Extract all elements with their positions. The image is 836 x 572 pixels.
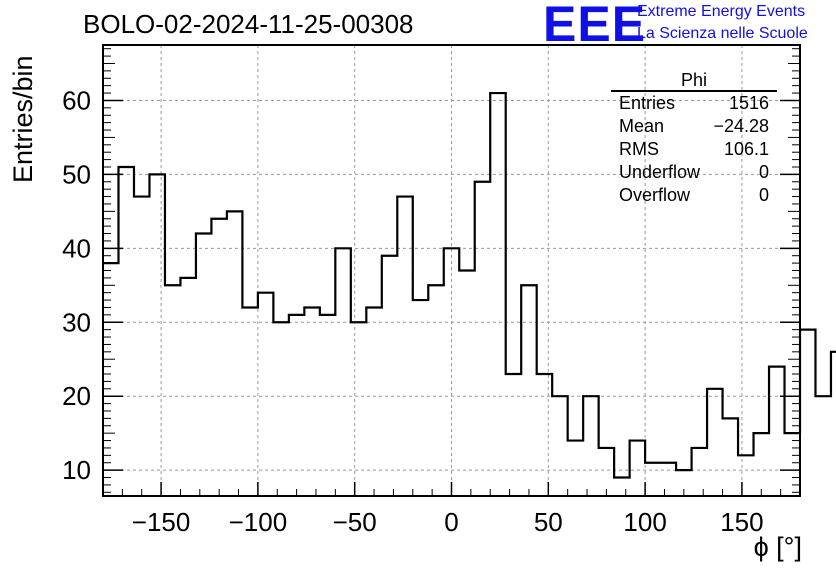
y-tick-label: 50: [62, 159, 91, 189]
x-tick-label: −150: [132, 507, 191, 537]
x-axis-label: ϕ [°]: [753, 532, 802, 562]
stats-value: 0: [758, 185, 769, 205]
stats-title: Phi: [611, 70, 777, 92]
chart-title: BOLO-02-2024-11-25-00308: [83, 9, 414, 39]
stats-box: Phi Entries 1516 Mean −24.28 RMS 106.1 U…: [611, 70, 777, 207]
x-tick-label: 150: [720, 507, 763, 537]
stats-value: −24.28: [713, 116, 769, 136]
stats-row-underflow: Underflow 0: [611, 161, 777, 184]
plot-frame: [102, 44, 801, 497]
stats-row-overflow: Overflow 0: [611, 184, 777, 207]
stats-value: 106.1: [723, 139, 769, 159]
stats-value: 0: [758, 162, 769, 182]
y-axis-ticks: 10 20 30 40 50 60: [62, 48, 800, 493]
logo-line-1: Extreme Energy Events: [637, 3, 806, 20]
y-tick-label: 20: [62, 381, 91, 411]
stats-value: 1516: [728, 93, 769, 113]
logo-line-2: La Scienza nelle Scuole: [637, 25, 808, 42]
y-tick-label: 10: [62, 455, 91, 485]
x-tick-label: −50: [333, 507, 377, 537]
stats-label: Mean: [619, 116, 665, 136]
y-tick-label: 40: [62, 233, 91, 263]
stats-row-entries: Entries 1516: [611, 92, 777, 115]
stats-row-mean: Mean −24.28: [611, 115, 777, 138]
histogram-step-line: [103, 91, 836, 479]
stats-label: Underflow: [619, 162, 701, 182]
stats-row-rms: RMS 106.1: [611, 138, 777, 161]
eee-logo: EEE: [543, 0, 647, 52]
y-tick-label: 30: [62, 307, 91, 337]
y-tick-label: 60: [62, 85, 91, 115]
stats-label: RMS: [619, 139, 659, 159]
x-tick-label: 50: [534, 507, 563, 537]
x-tick-label: 100: [623, 507, 666, 537]
x-tick-label: −100: [229, 507, 288, 537]
stats-label: Entries: [619, 93, 676, 113]
stats-label: Overflow: [619, 185, 691, 205]
x-axis-ticks: −150 −100 −50 0 50 100 150: [102, 482, 801, 537]
x-tick-label: 0: [444, 507, 458, 537]
